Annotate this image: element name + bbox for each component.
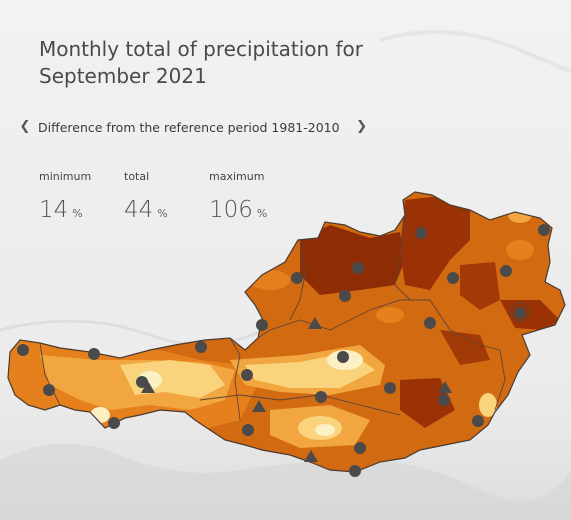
stat-minimum-label: minimum [39,170,92,183]
reference-period-navigator: ❮ Difference from the reference period 1… [15,117,372,137]
waldviertel-very-dry-zone [400,196,470,290]
mountain-station-markers [141,317,452,462]
salzburg-moderate-patch [250,270,290,290]
station-marker[interactable] [352,262,364,274]
stat-maximum-label: maximum [209,170,265,183]
reference-period-label: Difference from the reference period 198… [38,119,340,135]
station-marker[interactable] [337,351,349,363]
alpine-moderate-patch [376,307,404,323]
station-marker[interactable] [415,227,427,239]
station-marker[interactable] [242,424,254,436]
station-marker[interactable] [43,384,55,396]
precipitation-fill [8,192,565,472]
station-marker[interactable] [447,272,459,284]
mountain-station-marker[interactable] [308,317,322,329]
stat-total-unit: % [157,207,168,220]
stat-minimum-unit: % [72,207,83,220]
mountain-station-marker[interactable] [141,381,155,393]
border-alps-north [257,299,430,339]
stat-maximum-unit: % [256,207,268,220]
mountain-station-marker[interactable] [438,381,452,393]
chevron-left-icon[interactable]: ❮ [19,119,31,134]
province-borders [39,214,530,421]
station-marker[interactable] [514,307,526,319]
station-marker[interactable] [136,376,148,388]
marchfeld-moderate-patch [506,240,534,260]
station-marker[interactable] [354,442,366,454]
station-marker[interactable] [349,465,361,477]
border-burgenland [494,349,506,411]
station-marker[interactable] [108,417,120,429]
border-vienna [510,302,530,322]
station-marker[interactable] [256,319,268,331]
station-marker[interactable] [339,290,351,302]
east-near-normal-spot [479,393,497,417]
stat-total-value: 44 [124,197,154,223]
vienna-basin-very-dry-zone [500,300,560,330]
station-marker[interactable] [241,369,253,381]
station-marker[interactable] [424,317,436,329]
station-marker[interactable] [438,394,450,406]
border-carinthia-styria [199,394,401,416]
page-title: Monthly total of precipitation for Septe… [39,36,399,90]
stat-maximum: maximum 106% [209,170,267,223]
station-markers [17,224,550,477]
station-marker[interactable] [17,344,29,356]
station-marker[interactable] [291,272,303,284]
station-marker[interactable] [500,265,512,277]
stat-total: total 44% [124,170,168,223]
austria-precipitation-map[interactable] [0,185,571,485]
station-marker[interactable] [195,341,207,353]
stat-total-label: total [124,170,150,183]
station-marker[interactable] [538,224,550,236]
station-marker[interactable] [315,391,327,403]
west-near-normal-zone [120,360,225,398]
page-title-text: Monthly total of precipitation for Septe… [39,37,364,88]
stat-minimum: minimum 14% [39,170,91,223]
mountain-station-marker[interactable] [304,450,318,462]
border-styria-lower-austria [429,299,501,351]
border-upper-lower-austria [394,214,411,301]
south-pale-spot [315,424,335,436]
weinviertel-dry-zone [460,262,500,310]
border-vorarlberg-tyrol [39,342,61,406]
east-dry-zone [440,330,490,365]
border-salzburg-upper-austria [289,239,306,321]
station-marker[interactable] [88,348,100,360]
chevron-right-icon[interactable]: ❯ [356,119,368,134]
north-very-dry-zone [300,225,405,295]
stat-maximum-value: 106 [209,197,253,223]
border-tyrol-salzburg [229,337,241,421]
station-marker[interactable] [472,415,484,427]
station-marker[interactable] [384,382,396,394]
mountain-station-marker[interactable] [252,400,266,412]
stat-minimum-value: 14 [39,197,69,223]
